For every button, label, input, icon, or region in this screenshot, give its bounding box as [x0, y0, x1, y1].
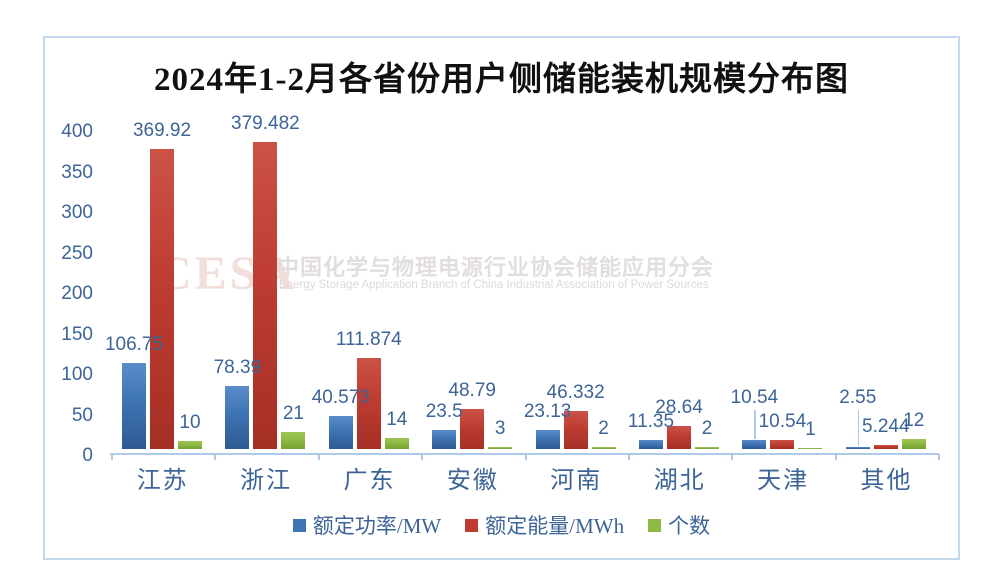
y-tick-label-300: 300: [61, 202, 93, 223]
x-axis-tick: [524, 454, 527, 460]
chart-frame: 2024年1-2月各省份用户侧储能装机规模分布图 CESA 中国化学与物理电源行…: [43, 36, 960, 560]
watermark-cn-text: 中国化学与物理电源行业协会储能应用分会: [277, 255, 715, 280]
x-axis-tick: [628, 454, 630, 460]
bar-count-jiangsu: [178, 440, 202, 449]
x-tick-label-hubei: 湖北: [653, 468, 706, 494]
x-axis-tick: [111, 454, 113, 460]
label-count-hubei: 2: [701, 418, 713, 440]
y-tick-label-200: 200: [61, 283, 93, 304]
legend-item-rated-power: 额定功率/MW: [292, 510, 442, 540]
label-rated-energy-tianjin: 10.54: [758, 411, 807, 433]
label-rated-energy-other: 5.244: [862, 415, 910, 437]
leader-line-rated-power-other: [857, 410, 860, 446]
bar-rated-power-henan: [535, 430, 560, 449]
legend-label-rated-energy: 额定能量/MWh: [485, 514, 625, 538]
y-tick-label-250: 250: [61, 242, 93, 264]
label-rated-power-henan: 23.13: [523, 401, 572, 423]
legend-marker-rated-power-icon: [292, 518, 306, 532]
label-count-guangdong: 14: [386, 408, 408, 430]
bar-count-tianjin: [798, 448, 823, 449]
legend-item-count: 个数: [648, 510, 710, 540]
bar-count-hubei: [695, 447, 719, 449]
label-rated-energy-anhui: 48.79: [448, 380, 496, 402]
y-tick-label-400: 400: [61, 121, 93, 142]
x-tick-label-zhejiang: 浙江: [240, 468, 293, 494]
label-rated-power-hubei: 11.35: [627, 410, 675, 432]
bar-rated-energy-anhui: [460, 409, 485, 449]
bar-count-anhui: [488, 446, 513, 449]
plot-area: 0 50 100 150 200 250 300 350 400 106.75 78.39 40.57…: [45, 38, 958, 558]
legend-marker-count-icon: [648, 518, 662, 532]
label-rated-energy-hubei: 28.64: [655, 396, 703, 418]
bar-rated-energy-zhejiang: [253, 141, 278, 449]
label-rated-energy-henan: 46.332: [546, 382, 605, 404]
bar-rated-power-jiangsu: [122, 362, 146, 449]
bar-rated-energy-jiangsu: [150, 149, 174, 449]
legend-marker-rated-energy-icon: [465, 518, 479, 532]
label-rated-power-zhejiang: 78.39: [213, 356, 262, 378]
label-rated-power-other: 2.55: [839, 387, 877, 408]
label-count-jiangsu: 10: [179, 411, 201, 433]
bar-rated-energy-hubei: [667, 425, 691, 449]
x-axis-tick: [317, 454, 320, 460]
x-tick-label-guangdong: 广东: [343, 468, 396, 494]
label-rated-power-jiangsu: 106.75: [104, 333, 164, 355]
x-tick-label-anhui: 安徽: [446, 468, 499, 494]
watermark-en-text: Energy Storage Application Branch of Chi…: [279, 279, 709, 291]
bar-rated-power-guangdong: [328, 416, 353, 449]
y-tick-label-0: 0: [82, 445, 93, 466]
label-rated-energy-jiangsu: 369.92: [132, 120, 192, 142]
y-tick-label-150: 150: [61, 323, 93, 345]
y-tick-label-50: 50: [71, 404, 93, 426]
bar-rated-energy-tianjin: [770, 440, 795, 449]
label-count-henan: 2: [598, 418, 609, 440]
legend-label-rated-power: 额定功率/MW: [312, 514, 442, 538]
bar-count-zhejiang: [281, 432, 306, 449]
legend-label-count: 个数: [668, 514, 711, 538]
x-axis-tick: [731, 454, 734, 460]
bar-rated-power-zhejiang: [225, 385, 250, 449]
leader-line-rated-power-tianjin: [754, 410, 756, 440]
bar-count-guangdong: [384, 437, 409, 449]
y-tick-label-100: 100: [61, 364, 93, 385]
x-axis-tick: [938, 454, 941, 460]
legend: 额定功率/MW 额定能量/MWh 个数: [45, 510, 958, 540]
bar-count-henan: [591, 447, 616, 449]
x-axis-tick: [834, 454, 837, 460]
x-tick-label-henan: 河南: [550, 468, 603, 494]
bar-rated-power-anhui: [432, 429, 457, 449]
label-rated-power-guangdong: 40.573: [311, 387, 370, 409]
x-axis-tick: [421, 454, 424, 460]
label-rated-power-tianjin: 10.54: [730, 387, 779, 408]
y-tick-label-350: 350: [61, 161, 93, 183]
bar-rated-power-tianjin: [742, 440, 767, 449]
bar-count-other: [901, 439, 926, 449]
label-rated-energy-guangdong: 111.874: [335, 329, 402, 351]
label-count-other: 12: [903, 410, 925, 432]
label-count-zhejiang: 21: [282, 403, 304, 424]
label-count-tianjin: 1: [805, 419, 816, 440]
label-rated-energy-zhejiang: 379.482: [231, 112, 300, 134]
bar-rated-energy-guangdong: [356, 358, 381, 449]
x-tick-label-jiangsu: 江苏: [136, 468, 189, 494]
chart-title: 2024年1-2月各省份用户侧储能装机规模分布图: [154, 62, 849, 98]
x-axis-tick: [214, 454, 217, 460]
bar-rated-power-other: [845, 446, 870, 449]
legend-item-rated-energy: 额定能量/MWh: [465, 510, 624, 540]
bar-rated-energy-other: [873, 444, 898, 449]
label-count-anhui: 3: [494, 417, 506, 439]
bar-rated-power-hubei: [639, 439, 663, 449]
label-rated-power-anhui: 23.5: [425, 400, 463, 422]
x-tick-label-other: 其他: [860, 468, 913, 494]
x-tick-label-tianjin: 天津: [757, 468, 810, 494]
bar-rated-energy-henan: [563, 411, 588, 449]
